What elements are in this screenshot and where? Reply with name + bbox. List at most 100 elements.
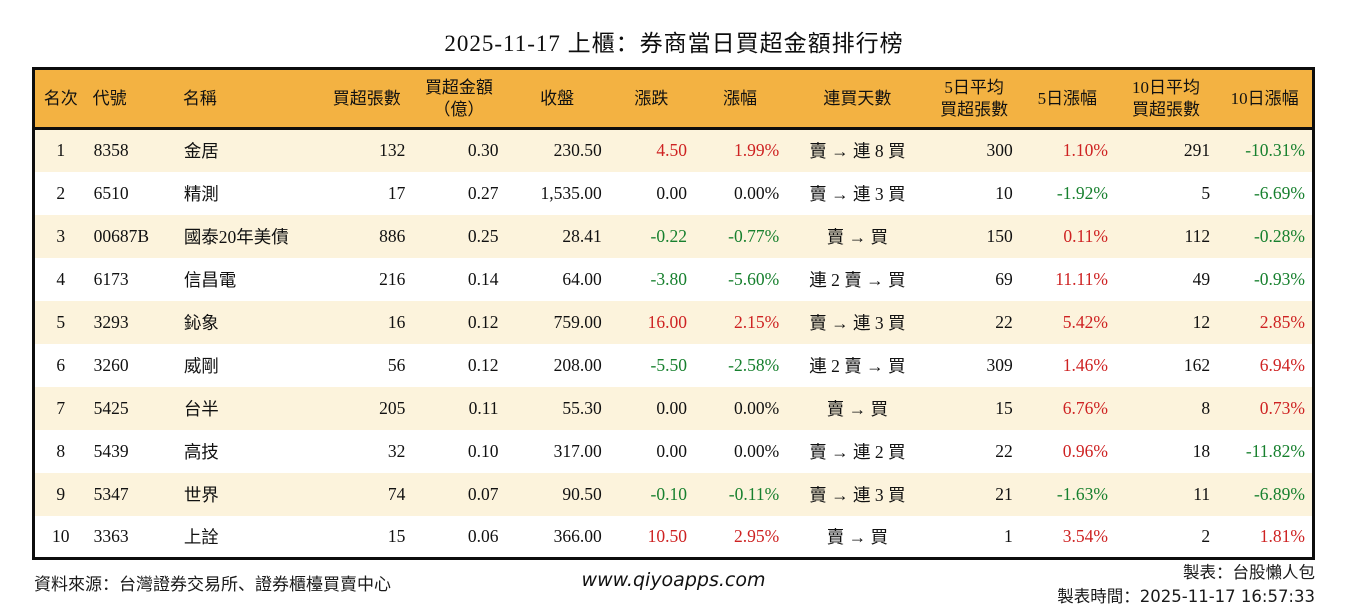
cell-buy_streak: 賣 → 連 3 買 (809, 484, 906, 505)
cell-change_pct: -0.77% (728, 225, 780, 246)
cell-buy_streak: 賣 → 連 3 買 (809, 312, 906, 333)
header-name: 名稱 (176, 68, 322, 130)
cell-pct5: 1.46% (1062, 354, 1108, 375)
cell-name: 金居 (183, 141, 219, 162)
header-pct10: 10日漲幅 (1217, 68, 1314, 130)
cell-code: 3293 (93, 311, 129, 332)
cell-change_pct: -2.58% (728, 354, 780, 375)
cell-net_buy_lots: 886 (379, 225, 406, 246)
cell-avg10_lots: 162 (1183, 354, 1211, 375)
cell-buy_streak: 賣 → 連 2 買 (809, 441, 906, 462)
cell-net_buy_amount: 0.25 (467, 225, 499, 246)
cell-avg10_lots: 291 (1183, 140, 1211, 161)
cell-net_buy_amount: 0.30 (467, 140, 499, 161)
header-net_buy_amount: 買超金額 （億） (412, 68, 506, 130)
header-close: 收盤 (505, 68, 609, 130)
table-row: 4 6173 信昌電 216 0.14 64.00 -3.80 -5.60% 連 2 賣 → 買… (33, 257, 1314, 301)
cell-pct5: 11.11% (1055, 268, 1108, 289)
table-row: 9 5347 世界 74 0.07 90.50 -0.10 -0.11% 賣 → 連 3 買 21… (33, 472, 1314, 516)
cell-avg5_lots: 309 (986, 354, 1013, 375)
header-change: 漲跌 (608, 68, 694, 130)
cell-close: 90.50 (562, 483, 602, 504)
cell-close: 759.00 (553, 311, 602, 332)
cell-change_pct: 0.00% (733, 182, 780, 203)
cell-name: 世界 (183, 484, 219, 505)
cell-name: 精測 (183, 183, 219, 204)
header-rank: 名次 (33, 68, 87, 130)
cell-code: 5425 (93, 397, 129, 418)
table-row: 3 00687B 國泰20年美債 886 0.25 28.41 -0.22 -0.77% 賣 →… (33, 214, 1314, 258)
cell-net_buy_amount: 0.06 (467, 525, 499, 546)
cell-net_buy_lots: 32 (387, 440, 406, 461)
cell-pct10: -11.82% (1245, 440, 1305, 461)
cell-avg5_lots: 150 (986, 225, 1013, 246)
cell-change: 0.00 (656, 440, 687, 461)
cell-rank: 6 (56, 354, 66, 375)
table-row: 2 6510 精測 17 0.27 1,535.00 0.00 0.00% 賣 → 連 3 買 1… (33, 171, 1314, 215)
cell-change: -3.80 (650, 268, 687, 289)
cell-net_buy_lots: 16 (387, 311, 406, 332)
cell-code: 00687B (93, 225, 150, 246)
cell-code: 8358 (93, 140, 129, 161)
cell-rank: 5 (56, 311, 66, 332)
cell-buy_streak: 賣 → 連 3 買 (809, 183, 906, 204)
cell-buy_streak: 賣 → 買 (826, 526, 888, 547)
cell-avg5_lots: 1 (1003, 525, 1013, 546)
table-row: 5 3293 鈊象 16 0.12 759.00 16.00 2.15% 賣 → 連 3 買 22… (33, 300, 1314, 344)
cell-avg5_lots: 22 (995, 311, 1013, 332)
cell-rank: 9 (56, 483, 66, 504)
made-at-timestamp: 製表時間：2025-11-17 16:57:33 (1057, 586, 1315, 606)
cell-pct10: -0.28% (1253, 225, 1305, 246)
cell-pct10: -6.89% (1253, 483, 1305, 504)
cell-name: 上詮 (183, 526, 219, 547)
cell-change_pct: 0.00% (733, 440, 780, 461)
table-row: 6 3260 威剛 56 0.12 208.00 -5.50 -2.58% 連 2 賣 → 買 3… (33, 343, 1314, 387)
cell-avg10_lots: 112 (1184, 225, 1211, 246)
cell-close: 366.00 (553, 525, 602, 546)
cell-pct5: -1.92% (1056, 182, 1108, 203)
cell-pct10: -6.69% (1253, 182, 1305, 203)
cell-pct5: 0.96% (1062, 440, 1108, 461)
cell-pct5: 1.10% (1062, 140, 1108, 161)
table-row: 8 5439 高技 32 0.10 317.00 0.00 0.00% 賣 → 連 2 買 22 0… (33, 429, 1314, 473)
cell-close: 317.00 (553, 440, 602, 461)
credits-block: 製表：台股懶人包 製表時間：2025-11-17 16:57:33 (1057, 561, 1315, 609)
cell-avg10_lots: 49 (1192, 268, 1211, 289)
cell-avg5_lots: 15 (995, 397, 1013, 418)
cell-change: 0.00 (656, 182, 687, 203)
footer: 資料來源：台灣證券交易所、證券櫃檯買賣中心 www.qiyoapps.com 製… (32, 561, 1315, 609)
cell-change_pct: 2.15% (733, 311, 780, 332)
cell-net_buy_lots: 216 (379, 268, 406, 289)
cell-pct5: -1.63% (1056, 483, 1108, 504)
cell-close: 1,535.00 (540, 182, 602, 203)
cell-code: 3260 (93, 354, 129, 375)
cell-pct10: 0.73% (1259, 397, 1305, 418)
maker-note: 製表：台股懶人包 (1183, 563, 1315, 582)
cell-code: 6510 (93, 182, 129, 203)
cell-pct10: 1.81% (1259, 525, 1305, 546)
cell-change: 0.00 (656, 397, 687, 418)
cell-rank: 7 (56, 397, 66, 418)
header-avg5_lots: 5日平均 買超張數 (928, 68, 1020, 130)
cell-name: 國泰20年美債 (183, 226, 289, 247)
cell-rank: 3 (56, 225, 66, 246)
cell-avg10_lots: 2 (1201, 525, 1211, 546)
cell-avg10_lots: 8 (1201, 397, 1211, 418)
table-row: 7 5425 台半 205 0.11 55.30 0.00 0.00% 賣 → 買 15 6.76%… (33, 386, 1314, 430)
cell-change: -0.22 (650, 225, 687, 246)
cell-change: 16.00 (647, 311, 687, 332)
cell-net_buy_amount: 0.14 (467, 268, 499, 289)
cell-close: 64.00 (562, 268, 602, 289)
cell-rank: 1 (56, 140, 66, 161)
table-header: 名次 代號 名稱 買超張數 買超金額 （億） 收盤 漲跌 漲幅 連買天數 5日平均 買超張數 5日漲… (33, 68, 1314, 130)
cell-avg10_lots: 12 (1192, 311, 1211, 332)
broker-net-buy-ranking-table: 名次 代號 名稱 買超張數 買超金額 （億） 收盤 漲跌 漲幅 連買天數 5日平均 買超張數 5日漲… (32, 67, 1315, 560)
header-change_pct: 漲幅 (693, 68, 787, 130)
cell-avg10_lots: 18 (1192, 440, 1211, 461)
cell-net_buy_amount: 0.07 (467, 483, 499, 504)
cell-change: -5.50 (650, 354, 687, 375)
cell-close: 28.41 (562, 225, 602, 246)
cell-avg10_lots: 11 (1193, 483, 1211, 504)
cell-close: 55.30 (562, 397, 602, 418)
cell-net_buy_lots: 74 (387, 483, 406, 504)
